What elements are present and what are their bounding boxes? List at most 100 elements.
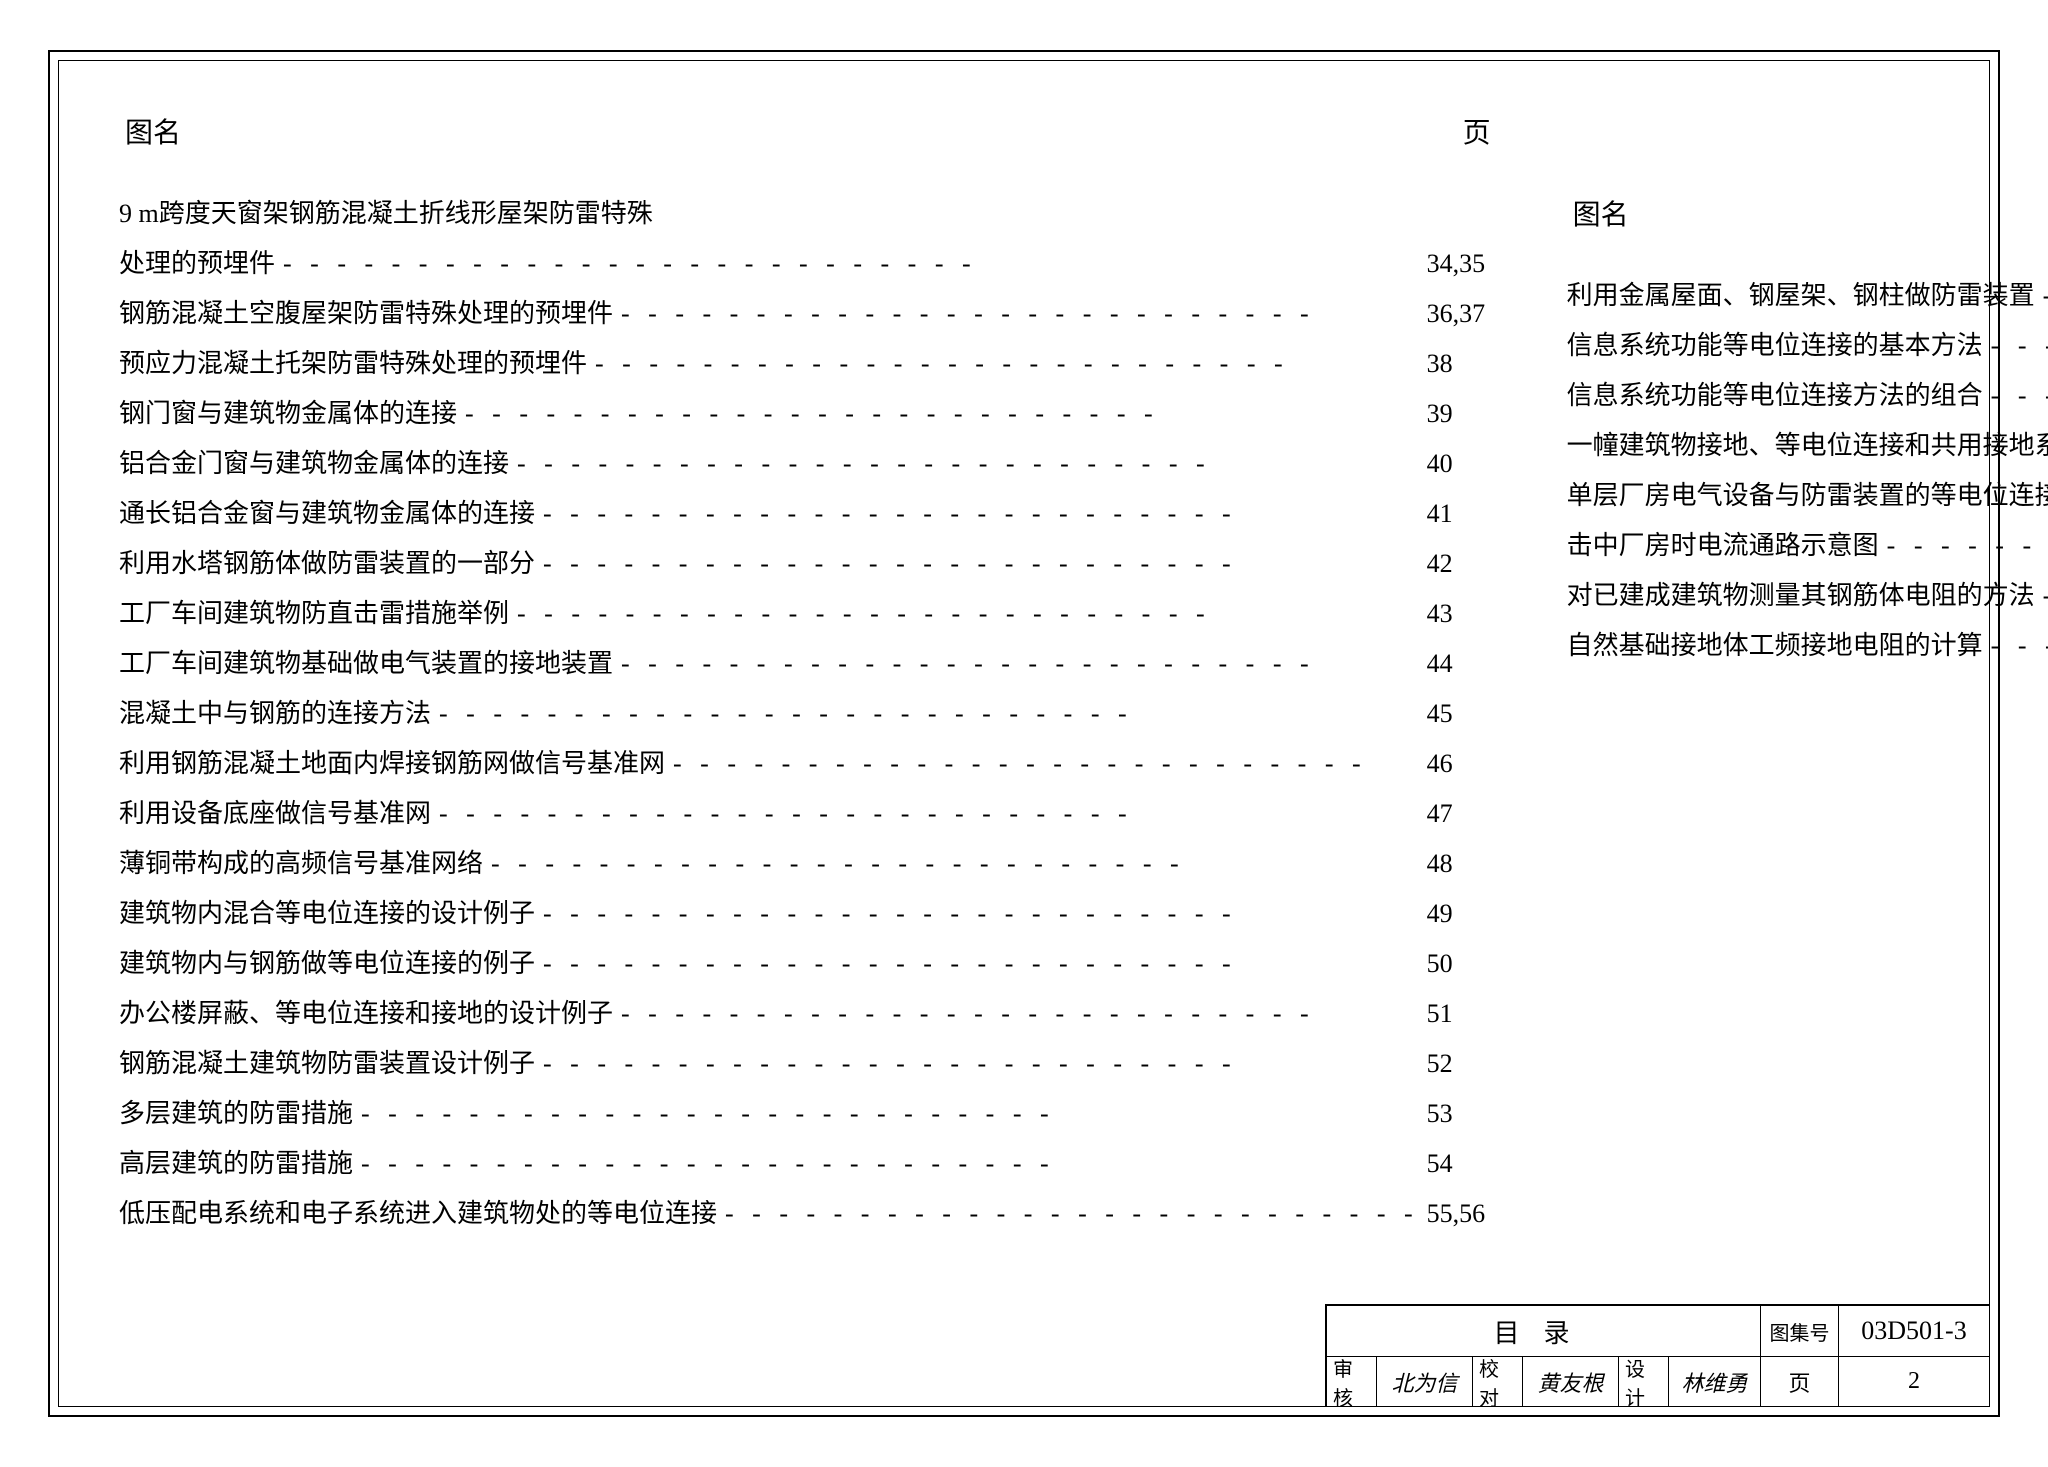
toc-entry: 工厂车间建筑物基础做电气装置的接地装置- - - - - - - - - - -… — [119, 639, 1497, 689]
toc-entry: 钢门窗与建筑物金属体的连接- - - - - - - - - - - - - -… — [119, 389, 1497, 439]
toc-leader: - - - - - - - - - - - - - - - - - - - - … — [483, 839, 1427, 889]
toc-entry: 处理的预埋件- - - - - - - - - - - - - - - - - … — [119, 239, 1497, 289]
toc-entry-text: 对已建成建筑物测量其钢筋体电阻的方法 — [1567, 571, 2035, 621]
toc-entry: 利用设备底座做信号基准网- - - - - - - - - - - - - - … — [119, 789, 1497, 839]
design-label: 设计 — [1619, 1357, 1669, 1406]
toc-entry-text: 自然基础接地体工频接地电阻的计算 — [1567, 621, 1983, 671]
toc-leader: - - - - - - - - - - - - - - - - - - - - … — [353, 1139, 1427, 1189]
toc-entry-page: 36,37 — [1427, 289, 1497, 339]
toc-entry-page: 51 — [1427, 989, 1497, 1039]
toc-entry-text: 预应力混凝土托架防雷特殊处理的预埋件 — [119, 339, 587, 389]
check-signature: 黄友根 — [1523, 1357, 1619, 1406]
toc-leader: - - - - - - - - - - - - - - - - - - - - … — [535, 889, 1427, 939]
toc-entry: 通长铝合金窗与建筑物金属体的连接- - - - - - - - - - - - … — [119, 489, 1497, 539]
toc-entry: 多层建筑的防雷措施- - - - - - - - - - - - - - - -… — [119, 1089, 1497, 1139]
toc-entry-text: 高层建筑的防雷措施 — [119, 1139, 353, 1189]
toc-entry: 薄铜带构成的高频信号基准网络- - - - - - - - - - - - - … — [119, 839, 1497, 889]
toc-leader: - - - - - - - - - - - - - - - - - - - - … — [1983, 621, 2048, 671]
toc-entry: 办公楼屏蔽、等电位连接和接地的设计例子- - - - - - - - - - -… — [119, 989, 1497, 1039]
toc-entry: 利用水塔钢筋体做防雷装置的一部分- - - - - - - - - - - - … — [119, 539, 1497, 589]
toc-leader: - - - - - - - - - - - - - - - - - - - - … — [431, 689, 1427, 739]
toc-leader: - - - - - - - - - - - - - - - - - - - - … — [2035, 571, 2048, 621]
toc-entry-text: 工厂车间建筑物防直击雷措施举例 — [119, 589, 509, 639]
check-label: 校对 — [1473, 1357, 1523, 1406]
right-toc-list: 利用金属屋面、钢屋架、钢柱做防雷装置- - - - - - - - - - - … — [1567, 271, 2048, 1376]
toc-entry-page: 54 — [1427, 1139, 1497, 1189]
toc-entry-continuation: 9 m跨度天窗架钢筋混凝土折线形屋架防雷特殊 — [119, 189, 1497, 239]
toc-entry-page: 39 — [1427, 389, 1497, 439]
title-block-set-label: 图集号 — [1761, 1306, 1839, 1356]
toc-entry-text: 利用钢筋混凝土地面内焊接钢筋网做信号基准网 — [119, 739, 665, 789]
toc-entry: 利用金属屋面、钢屋架、钢柱做防雷装置- - - - - - - - - - - … — [1567, 271, 2048, 321]
toc-leader: - - - - - - - - - - - - - - - - - - - - … — [613, 639, 1427, 689]
toc-entry: 信息系统功能等电位连接方法的组合- - - - - - - - - - - - … — [1567, 371, 2048, 421]
document-page: 图名 页 9 m跨度天窗架钢筋混凝土折线形屋架防雷特殊处理的预埋件- - - -… — [0, 0, 2048, 1467]
toc-entry-text: 办公楼屏蔽、等电位连接和接地的设计例子 — [119, 989, 613, 1039]
toc-entry: 预应力混凝土托架防雷特殊处理的预埋件- - - - - - - - - - - … — [119, 339, 1497, 389]
toc-entry-page: 50 — [1427, 939, 1497, 989]
toc-entry-page: 44 — [1427, 639, 1497, 689]
title-block-set-number: 03D501-3 — [1839, 1306, 1989, 1356]
toc-leader: - - - - - - - - - - - - - - - - - - - - … — [665, 739, 1427, 789]
toc-leader: - - - - - - - - - - - - - - - - - - - - … — [535, 1039, 1427, 1089]
title-block-row-1: 目录 图集号 03D501-3 — [1327, 1306, 1989, 1356]
header-name-left: 图名 — [125, 111, 181, 151]
two-column-layout: 图名 页 9 m跨度天窗架钢筋混凝土折线形屋架防雷特殊处理的预埋件- - - -… — [119, 111, 1929, 1376]
toc-leader: - - - - - - - - - - - - - - - - - - - - … — [1983, 321, 2048, 371]
toc-entry-page: 49 — [1427, 889, 1497, 939]
toc-entry-page: 47 — [1427, 789, 1497, 839]
toc-entry: 高层建筑的防雷措施- - - - - - - - - - - - - - - -… — [119, 1139, 1497, 1189]
toc-entry-page: 40 — [1427, 439, 1497, 489]
inner-frame: 图名 页 9 m跨度天窗架钢筋混凝土折线形屋架防雷特殊处理的预埋件- - - -… — [58, 60, 1990, 1407]
toc-entry: 信息系统功能等电位连接的基本方法- - - - - - - - - - - - … — [1567, 321, 2048, 371]
toc-entry-text: 通长铝合金窗与建筑物金属体的连接 — [119, 489, 535, 539]
toc-entry-text: 一幢建筑物接地、等电位连接和共用接地系统的构成 — [1567, 421, 2048, 471]
toc-leader: - - - - - - - - - - - - - - - - - - - - … — [1983, 371, 2048, 421]
appendix-title: 附录 — [1567, 111, 2048, 155]
toc-entry: 一幢建筑物接地、等电位连接和共用接地系统的构成- - - - - - - - -… — [1567, 421, 2048, 471]
right-column-header: 图名 页 — [1567, 193, 2048, 233]
header-name-right: 图名 — [1573, 193, 1629, 233]
toc-entry-text: 铝合金门窗与建筑物金属体的连接 — [119, 439, 509, 489]
left-toc-list: 9 m跨度天窗架钢筋混凝土折线形屋架防雷特殊处理的预埋件- - - - - - … — [119, 189, 1497, 1376]
toc-entry-text: 工厂车间建筑物基础做电气装置的接地装置 — [119, 639, 613, 689]
toc-leader: - - - - - - - - - - - - - - - - - - - - … — [613, 289, 1427, 339]
toc-entry-page: 55,56 — [1427, 1189, 1497, 1239]
toc-leader: - - - - - - - - - - - - - - - - - - - - … — [509, 439, 1427, 489]
page-number: 2 — [1839, 1357, 1989, 1406]
toc-entry-page: 45 — [1427, 689, 1497, 739]
toc-entry-page: 38 — [1427, 339, 1497, 389]
toc-entry-text: 处理的预埋件 — [119, 239, 275, 289]
toc-entry: 自然基础接地体工频接地电阻的计算- - - - - - - - - - - - … — [1567, 621, 2048, 671]
toc-entry: 工厂车间建筑物防直击雷措施举例- - - - - - - - - - - - -… — [119, 589, 1497, 639]
toc-entry-text: 利用水塔钢筋体做防雷装置的一部分 — [119, 539, 535, 589]
toc-entry-page: 43 — [1427, 589, 1497, 639]
toc-entry-text: 建筑物内与钢筋做等电位连接的例子 — [119, 939, 535, 989]
toc-entry-text: 信息系统功能等电位连接方法的组合 — [1567, 371, 1983, 421]
review-label: 审核 — [1327, 1357, 1377, 1406]
toc-entry: 对已建成建筑物测量其钢筋体电阻的方法- - - - - - - - - - - … — [1567, 571, 2048, 621]
toc-entry: 建筑物内混合等电位连接的设计例子- - - - - - - - - - - - … — [119, 889, 1497, 939]
toc-entry-text: 利用设备底座做信号基准网 — [119, 789, 431, 839]
toc-entry-text: 钢门窗与建筑物金属体的连接 — [119, 389, 457, 439]
toc-entry-page: 48 — [1427, 839, 1497, 889]
toc-entry-text: 低压配电系统和电子系统进入建筑物处的等电位连接 — [119, 1189, 717, 1239]
title-block-row-2: 审核 北为信 校对 黄友根 设计 林维勇 页 2 — [1327, 1356, 1989, 1406]
toc-entry: 击中厂房时电流通路示意图- - - - - - - - - - - - - - … — [1567, 521, 2048, 571]
toc-entry-text: 混凝土中与钢筋的连接方法 — [119, 689, 431, 739]
title-block: 目录 图集号 03D501-3 审核 北为信 校对 黄友根 设计 林维勇 页 2 — [1325, 1304, 1990, 1407]
toc-entry-text: 钢筋混凝土建筑物防雷装置设计例子 — [119, 1039, 535, 1089]
title-block-main-title: 目录 — [1327, 1306, 1761, 1356]
toc-entry-page: 34,35 — [1427, 239, 1497, 289]
review-signature: 北为信 — [1377, 1357, 1473, 1406]
toc-entry-text: 利用金属屋面、钢屋架、钢柱做防雷装置 — [1567, 271, 2035, 321]
toc-entry: 铝合金门窗与建筑物金属体的连接- - - - - - - - - - - - -… — [119, 439, 1497, 489]
toc-leader: - - - - - - - - - - - - - - - - - - - - … — [587, 339, 1427, 389]
toc-entry: 建筑物内与钢筋做等电位连接的例子- - - - - - - - - - - - … — [119, 939, 1497, 989]
toc-entry-text: 信息系统功能等电位连接的基本方法 — [1567, 321, 1983, 371]
toc-leader: - - - - - - - - - - - - - - - - - - - - … — [717, 1189, 1427, 1239]
design-signature: 林维勇 — [1669, 1357, 1761, 1406]
toc-entry: 利用钢筋混凝土地面内焊接钢筋网做信号基准网- - - - - - - - - -… — [119, 739, 1497, 789]
toc-entry-page: 42 — [1427, 539, 1497, 589]
toc-leader: - - - - - - - - - - - - - - - - - - - - … — [509, 589, 1427, 639]
